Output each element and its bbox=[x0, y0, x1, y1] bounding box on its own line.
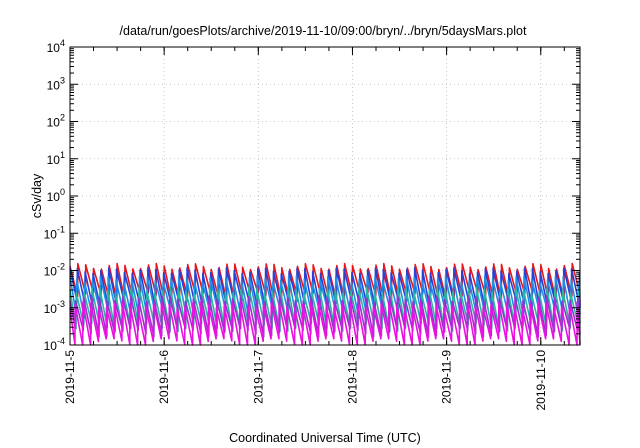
x-tick-label: 2019-11-5 bbox=[63, 350, 77, 404]
x-tick-label: 2019-11-9 bbox=[440, 350, 454, 404]
series-line bbox=[69, 301, 581, 346]
y-tick-label: 104 bbox=[47, 38, 65, 55]
y-tick-label: 10-2 bbox=[44, 262, 65, 279]
y-tick-label: 10-4 bbox=[44, 336, 65, 353]
series-group bbox=[69, 262, 581, 346]
y-axis-label: cSv/day bbox=[30, 173, 44, 218]
x-tick-label: 2019-11-7 bbox=[251, 350, 265, 404]
tick-marks bbox=[69, 46, 580, 346]
chart-title: /data/run/goesPlots/archive/2019-11-10/0… bbox=[120, 24, 527, 38]
x-tick-label: 2019-11-10 bbox=[534, 350, 548, 411]
x-tick-label: 2019-11-6 bbox=[157, 350, 171, 404]
y-tick-label: 101 bbox=[47, 150, 65, 167]
y-tick-label: 10-1 bbox=[44, 224, 65, 241]
y-tick-label: 103 bbox=[47, 75, 65, 92]
x-tick-labels: 2019-11-5 2019-11-6 2019-11-7 2019-11-8 2019… bbox=[63, 350, 548, 411]
y-tick-labels: 104 103 102 101 100 10-1 10-2 10-3 10-4 bbox=[44, 38, 65, 353]
y-tick-label: 102 bbox=[47, 113, 65, 130]
y-tick-label: 100 bbox=[47, 187, 65, 204]
x-tick-label: 2019-11-8 bbox=[345, 350, 359, 404]
y-tick-label: 10-3 bbox=[44, 299, 65, 316]
x-axis-label: Coordinated Universal Time (UTC) bbox=[229, 431, 421, 445]
